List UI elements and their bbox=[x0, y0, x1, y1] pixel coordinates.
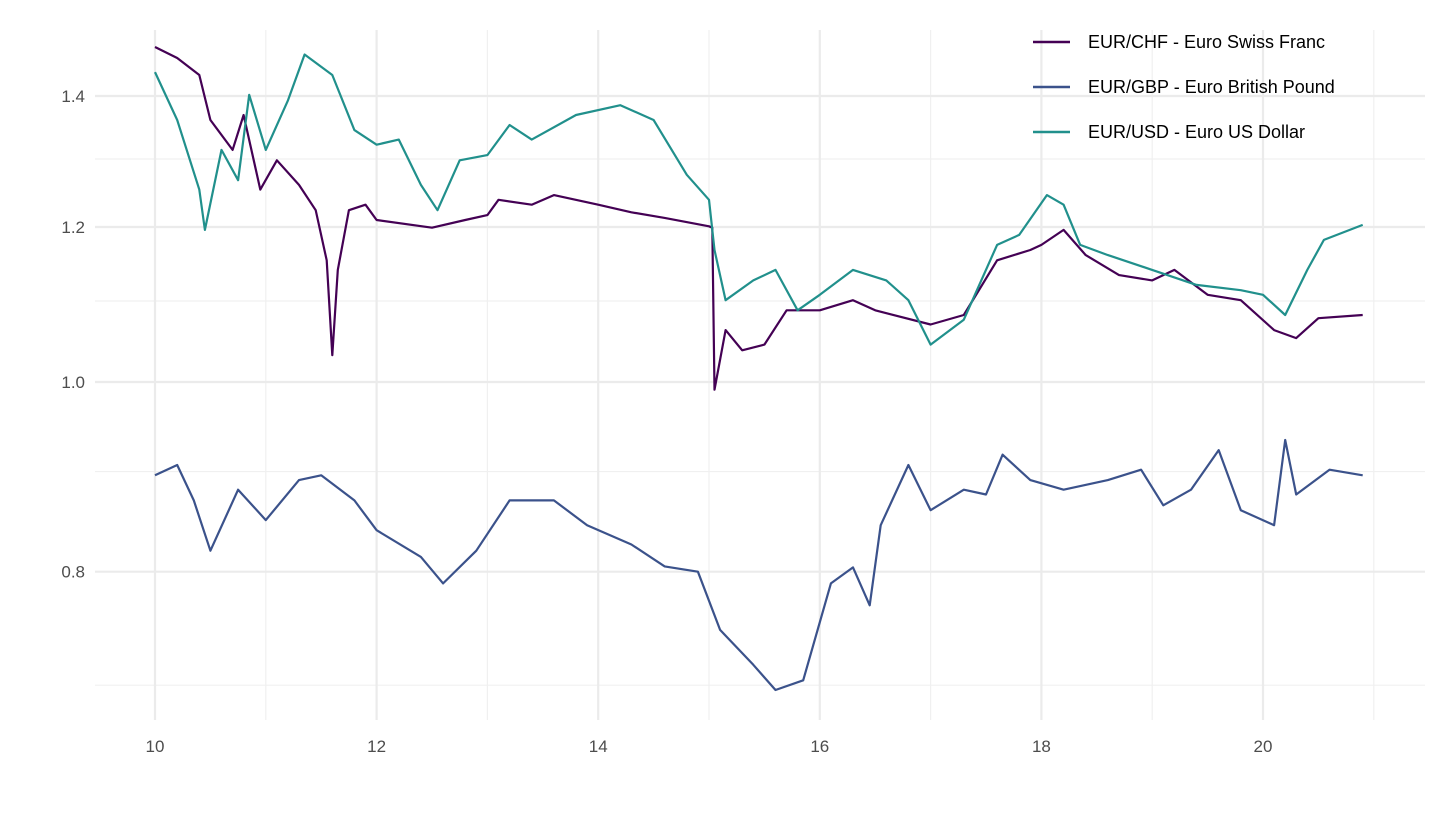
legend-label: EUR/USD - Euro US Dollar bbox=[1088, 122, 1305, 142]
x-tick-label: 10 bbox=[146, 737, 165, 756]
x-tick-label: 16 bbox=[810, 737, 829, 756]
legend-label: EUR/GBP - Euro British Pound bbox=[1088, 77, 1335, 97]
x-tick-label: 18 bbox=[1032, 737, 1051, 756]
series-line bbox=[154, 438, 1363, 692]
axis-labels: 0.8 1.0 1.2 1.4 10 12 14 16 18 20 bbox=[61, 87, 1272, 756]
y-tick-label: 0.8 bbox=[61, 563, 85, 582]
grid bbox=[95, 30, 1425, 720]
x-tick-label: 20 bbox=[1254, 737, 1273, 756]
legend: EUR/CHF - Euro Swiss Franc EUR/GBP - Euro… bbox=[1033, 32, 1335, 142]
series-line bbox=[154, 53, 1364, 346]
y-tick-label: 1.0 bbox=[61, 373, 85, 392]
y-tick-label: 1.2 bbox=[61, 218, 85, 237]
x-tick-label: 14 bbox=[589, 737, 608, 756]
y-tick-label: 1.4 bbox=[61, 87, 85, 106]
series-lines bbox=[154, 46, 1364, 692]
x-tick-label: 12 bbox=[367, 737, 386, 756]
series-line bbox=[154, 46, 1363, 391]
legend-label: EUR/CHF - Euro Swiss Franc bbox=[1088, 32, 1325, 52]
